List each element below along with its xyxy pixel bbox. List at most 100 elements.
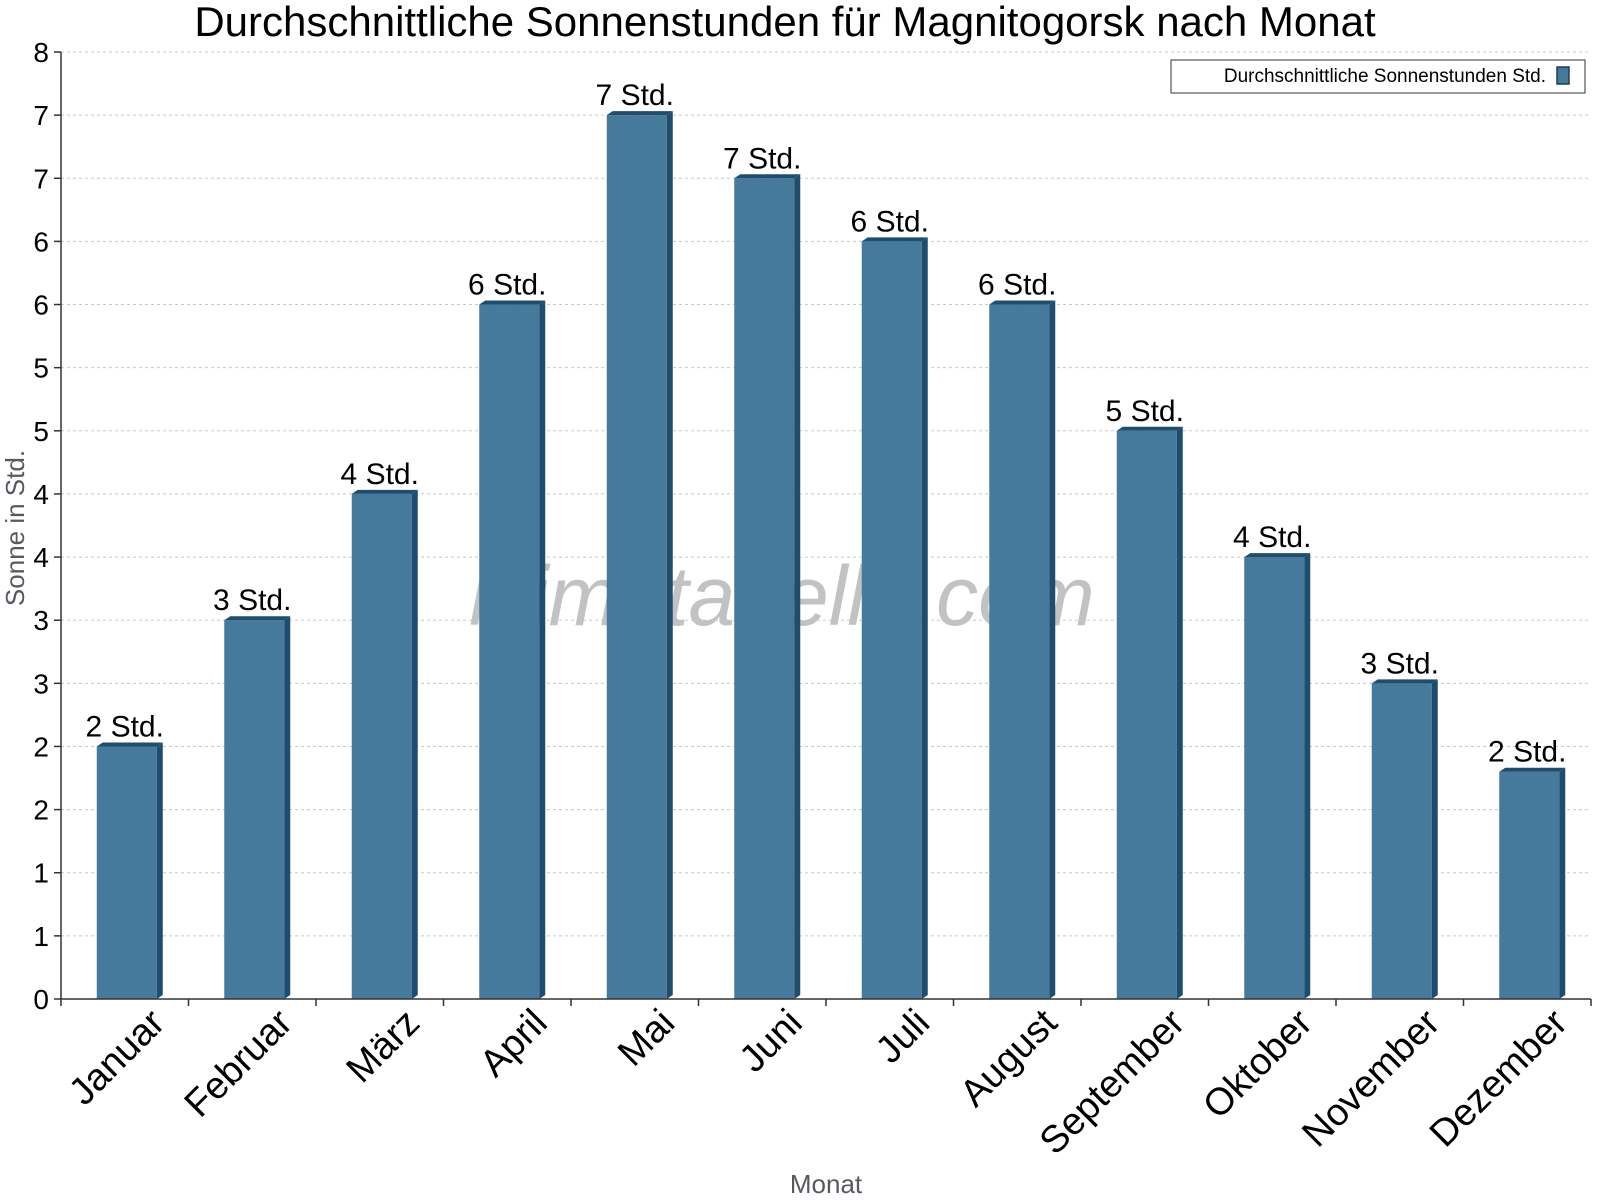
bar-top bbox=[606, 111, 673, 116]
y-tick-label: 4 bbox=[33, 479, 49, 510]
y-tick-label: 6 bbox=[33, 226, 49, 257]
x-tick-label: April bbox=[472, 1002, 555, 1085]
bar-top bbox=[224, 616, 291, 621]
axes bbox=[60, 52, 1591, 1000]
data-label: 3 Std. bbox=[213, 584, 291, 617]
x-tick-label: Januar bbox=[61, 1001, 173, 1113]
x-tick-label: Juli bbox=[868, 1002, 938, 1072]
bar-side bbox=[284, 616, 291, 999]
bar-side bbox=[794, 174, 801, 999]
bar bbox=[606, 111, 673, 1000]
bar-top bbox=[1244, 553, 1311, 558]
bar-side bbox=[411, 489, 418, 999]
data-label: 5 Std. bbox=[1106, 395, 1184, 428]
y-tick-label: 1 bbox=[33, 858, 49, 889]
legend-box bbox=[1170, 59, 1586, 94]
y-tick-label: 5 bbox=[33, 353, 49, 384]
y-tick-label: 3 bbox=[33, 668, 49, 699]
bar bbox=[989, 300, 1056, 999]
y-tick-label: 5 bbox=[33, 416, 49, 447]
y-tick-label: 3 bbox=[33, 605, 49, 636]
x-tick-label: Oktober bbox=[1195, 1001, 1321, 1127]
bar bbox=[351, 489, 418, 999]
bar-face bbox=[96, 746, 157, 999]
data-label: 6 Std. bbox=[468, 269, 546, 302]
bar bbox=[1499, 767, 1566, 999]
data-label: 7 Std. bbox=[596, 79, 674, 112]
bar-face bbox=[351, 493, 412, 999]
x-ticks: Januar Februar März April Mai Juni Juli AugustS… bbox=[60, 999, 1592, 1163]
y-tick-label: 8 bbox=[33, 37, 49, 68]
bar-side bbox=[1176, 426, 1183, 999]
bar bbox=[1244, 553, 1311, 999]
bar-side bbox=[156, 742, 163, 999]
chart-title: Durchschnittliche Sonnenstunden für Magn… bbox=[194, 0, 1376, 45]
gridlines bbox=[61, 51, 1591, 937]
y-tick-label: 0 bbox=[33, 984, 49, 1015]
y-tick-label: 6 bbox=[33, 290, 49, 321]
data-label: 4 Std. bbox=[341, 458, 419, 491]
data-label: 2 Std. bbox=[1488, 736, 1566, 769]
bar-side bbox=[539, 300, 546, 999]
bar-side bbox=[1559, 767, 1566, 999]
bar-face bbox=[734, 178, 795, 999]
legend-label: Durchschnittliche Sonnenstunden Std. bbox=[1224, 66, 1546, 87]
bar-face bbox=[1244, 557, 1305, 999]
x-tick-label: März bbox=[339, 1002, 428, 1091]
data-labels: 2 Std. 3 Std. 4 Std. 6 Std. 7 Std. 7 Std. 6 St… bbox=[86, 79, 1567, 769]
bar-face bbox=[606, 115, 667, 1000]
bar-side bbox=[1304, 553, 1311, 999]
data-label: 4 Std. bbox=[1233, 521, 1311, 554]
y-tick-label: 2 bbox=[33, 795, 49, 826]
y-tick-label: 7 bbox=[33, 100, 49, 131]
x-tick-label: Dezember bbox=[1422, 1001, 1576, 1155]
y-axis-title: Sonne in Std. bbox=[0, 450, 30, 606]
x-axis-title: Monat bbox=[790, 1169, 863, 1199]
bar-side bbox=[1431, 679, 1438, 999]
bar-side bbox=[921, 237, 928, 999]
bar-face bbox=[1371, 683, 1432, 999]
bar-face bbox=[224, 620, 285, 999]
legend-swatch bbox=[1556, 66, 1570, 85]
data-label: 7 Std. bbox=[723, 142, 801, 175]
bar bbox=[861, 237, 928, 999]
bar-top bbox=[989, 300, 1056, 305]
y-tick-label: 2 bbox=[33, 731, 49, 762]
bars bbox=[96, 111, 1566, 1000]
y-ticks: 0 1 1 2 2 3 3 4 4 5 5 6 6 7 7 8 bbox=[33, 37, 61, 1015]
bar bbox=[224, 616, 291, 999]
bar-top bbox=[96, 742, 163, 747]
x-tick-label: November bbox=[1294, 1001, 1448, 1155]
bar-face bbox=[861, 241, 922, 999]
x-tick-label: Juni bbox=[732, 1002, 811, 1081]
data-label: 3 Std. bbox=[1361, 647, 1439, 680]
bar bbox=[1116, 426, 1183, 999]
bar-top bbox=[1371, 679, 1438, 684]
bar-face bbox=[479, 304, 540, 999]
bar-face bbox=[1116, 430, 1177, 999]
bar-top bbox=[861, 237, 928, 242]
data-label: 6 Std. bbox=[851, 205, 929, 238]
bar bbox=[479, 300, 546, 999]
y-tick-label: 1 bbox=[33, 921, 49, 952]
y-tick-label: 4 bbox=[33, 542, 49, 573]
data-label: 6 Std. bbox=[978, 269, 1056, 302]
bar bbox=[734, 174, 801, 999]
y-tick-label: 7 bbox=[33, 163, 49, 194]
bar-face bbox=[1499, 771, 1560, 999]
bar bbox=[1371, 679, 1438, 999]
data-label: 2 Std. bbox=[86, 710, 164, 743]
legend: Durchschnittliche Sonnenstunden Std. bbox=[1170, 59, 1586, 94]
x-tick-label: August bbox=[952, 1001, 1066, 1115]
x-tick-label: Mai bbox=[610, 1002, 683, 1075]
bar-top bbox=[351, 489, 418, 494]
bar-top bbox=[1116, 426, 1183, 431]
bar-top bbox=[734, 174, 801, 179]
bar bbox=[96, 742, 163, 999]
bar-side bbox=[666, 111, 673, 1000]
bar-top bbox=[479, 300, 546, 305]
bar-side bbox=[1049, 300, 1056, 999]
x-tick-label: Februar bbox=[177, 1001, 301, 1125]
bar-top bbox=[1499, 767, 1566, 772]
